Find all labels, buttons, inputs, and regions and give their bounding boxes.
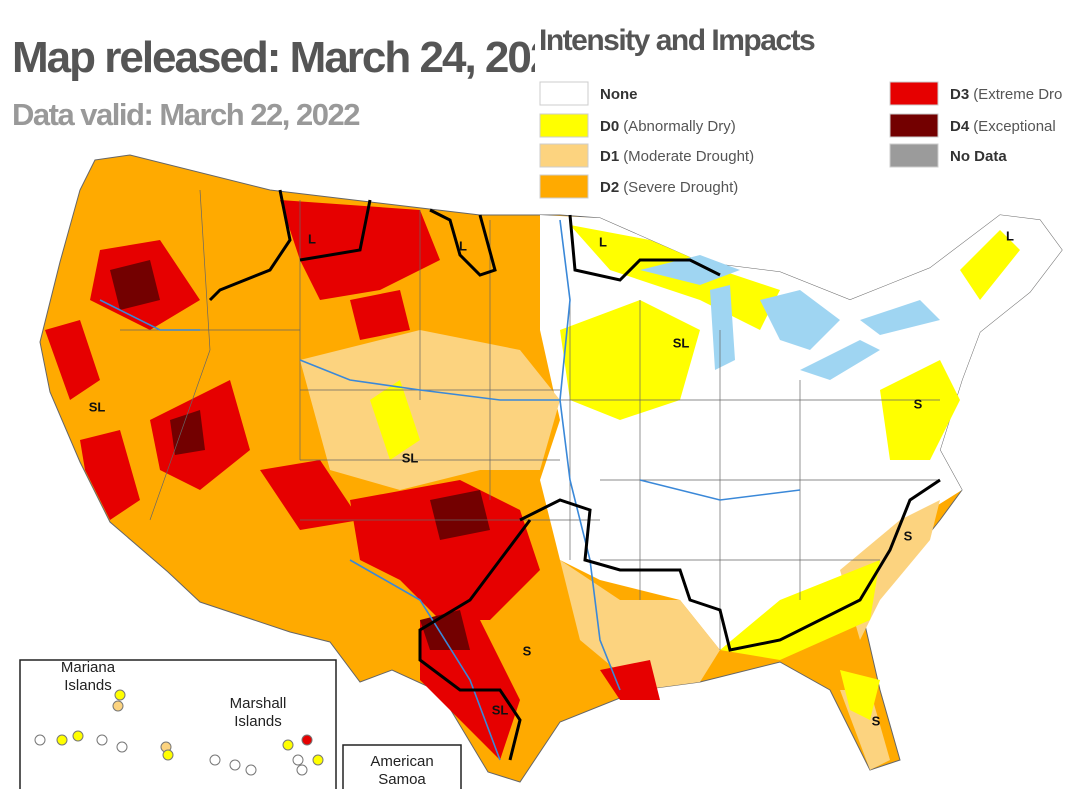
inset-label: Islands [234, 713, 282, 730]
region-label: L [1006, 228, 1014, 243]
legend-desc: (Moderate Drought) [623, 148, 754, 165]
region-label: SL [89, 399, 106, 414]
legend-code: D0 [600, 118, 619, 135]
island-marker [229, 759, 241, 771]
legend-desc: (Abnormally Dry) [623, 118, 736, 135]
header-bg [0, 0, 535, 150]
legend-swatch [889, 81, 939, 106]
legend-bg [535, 0, 1075, 212]
inset-label: Samoa [378, 771, 426, 788]
legend-code: No Data [950, 148, 1007, 165]
island-marker [116, 741, 128, 753]
region-label: L [599, 234, 607, 249]
region-label: S [872, 713, 881, 728]
legend-heading: Intensity and Impacts [539, 24, 815, 57]
legend-desc: (Severe Drought) [623, 179, 738, 196]
region-label: SL [673, 335, 690, 350]
region-label: S [904, 528, 913, 543]
legend-code: D2 [600, 179, 619, 196]
island-marker [312, 754, 324, 766]
island-marker [114, 689, 126, 701]
island-marker [296, 764, 308, 776]
rivers [99, 219, 801, 761]
inset-label: Islands [64, 677, 112, 694]
legend-desc: (Extreme Dro [973, 86, 1062, 103]
d1-area [300, 330, 940, 770]
legend-label: D1 (Moderate Drought) [600, 148, 754, 165]
legend-swatch [539, 113, 589, 138]
legend-code: D1 [600, 148, 619, 165]
region-label: L [308, 231, 316, 246]
d0-area [370, 225, 1020, 720]
legend-code: D3 [950, 86, 969, 103]
island-marker [96, 734, 108, 746]
legend-swatch [889, 143, 939, 168]
inset-box [19, 659, 337, 789]
legend-code: None [600, 86, 638, 103]
legend-label: D4 (Exceptional [950, 118, 1056, 135]
d4-area [110, 260, 490, 650]
legend-swatch [539, 174, 589, 199]
legend-label: No Data [950, 148, 1007, 165]
map-title: Map released: March 24, 2022 [12, 33, 575, 82]
legend-code: D4 [950, 118, 970, 135]
region-label: S [523, 643, 532, 658]
region-label: S [914, 396, 923, 411]
legend-swatch [539, 81, 589, 106]
legend-swatch [539, 143, 589, 168]
lakes [640, 255, 940, 380]
island-marker [72, 730, 84, 742]
legend-label: D3 (Extreme Dro [950, 86, 1062, 103]
island-marker [292, 754, 304, 766]
inset-label: American [370, 753, 433, 770]
island-marker [162, 749, 174, 761]
legend-swatch [889, 113, 939, 138]
island-marker [209, 754, 221, 766]
d3-area [45, 200, 660, 760]
island-marker [56, 734, 68, 746]
island-marker [301, 734, 313, 746]
region-label: SL [492, 702, 509, 717]
legend-label: D2 (Severe Drought) [600, 179, 738, 196]
impact-border [208, 189, 941, 761]
region-label: L [459, 238, 467, 253]
island-marker [282, 739, 294, 751]
island-marker [112, 700, 124, 712]
legend-desc: (Exceptional [973, 118, 1056, 135]
inset-label: Marshall [230, 695, 287, 712]
samoa-box [342, 744, 462, 789]
inset-label: Mariana [61, 659, 116, 676]
island-marker [34, 734, 46, 746]
region-label: SL [402, 450, 419, 465]
data-valid-date: Data valid: March 22, 2022 [12, 97, 359, 132]
legend-label: None [600, 86, 638, 103]
legend-label: D0 (Abnormally Dry) [600, 118, 736, 135]
island-marker [245, 764, 257, 776]
